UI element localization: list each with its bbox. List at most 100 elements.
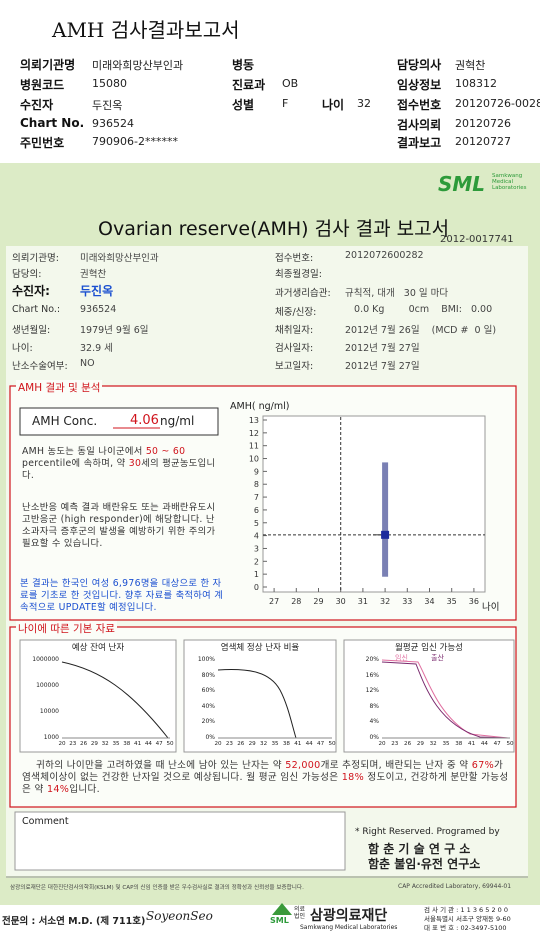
conc-box [19, 407, 219, 436]
y-tick-label: 100% [197, 656, 215, 663]
mini-title: 월평균 임신 가능성 [395, 643, 463, 653]
text: 귀하의 나이만을 고려하였을 때 난소에 남아 있는 난자는 약 [36, 760, 282, 771]
info-value: NO [80, 358, 95, 369]
x-tick-label: 29 [416, 741, 424, 747]
report-number: 2012-0017741 [440, 234, 514, 245]
field-label: 결과보고 [397, 136, 442, 150]
x-tick-label: 33 [402, 597, 412, 606]
info-label: 생년월일: [12, 325, 51, 336]
x-tick-label: 29 [248, 741, 256, 747]
summary: 귀하의 나이만을 고려하였을 때 난소에 남아 있는 난자는 약 52,000개… [22, 760, 512, 796]
legend-entry: 임신 [395, 654, 408, 662]
field-label: 주민번호 [20, 136, 65, 150]
y-tick-label: 1 [254, 570, 259, 579]
info-value: 두진옥 [80, 284, 114, 298]
text: 30 [128, 458, 142, 469]
org-prefix: 의료법인 [294, 906, 306, 920]
y-tick-label: 1000 [43, 734, 59, 741]
x-tick-label: 27 [269, 597, 279, 606]
x-tick-label: 29 [90, 741, 98, 747]
section-heading: AMH 결과 및 분석 [16, 380, 103, 395]
y-tick-label: 5 [254, 519, 259, 528]
text: 50 ~ 60 [145, 446, 186, 457]
info-label: 의뢰기관명: [12, 253, 59, 264]
plot-frame [262, 415, 486, 593]
y-tick-label: 20% [201, 718, 215, 726]
text: 개로 추정되며, 배란되는 난자 중 약 [320, 760, 469, 771]
y-tick-label: 0% [369, 734, 379, 741]
org-english: Samkwang Medical Laboratories [300, 924, 398, 931]
y-tick-label: 8% [369, 702, 379, 710]
comment-label: Comment [22, 816, 69, 827]
info-label: 검사일자: [275, 343, 314, 354]
x-tick-label: 20 [378, 741, 386, 747]
contact-line: 검 사 기 관 : 1 1 3 6 5 2 0 0 [424, 906, 508, 914]
info-value: 2012년 7월 26일 (MCD # 0 일) [345, 325, 497, 336]
y-tick-label: 80% [201, 671, 215, 679]
signature: SoyeonSeo [146, 909, 213, 923]
field-value: 권혁찬 [455, 59, 486, 72]
x-tick-label: 26 [404, 741, 412, 747]
text: 입니다. [69, 784, 100, 795]
info-value: 2012년 7월 27일 [345, 343, 420, 354]
y-tick-label: 12% [365, 687, 379, 695]
info-label: 담당의: [12, 269, 42, 280]
conc-value: 4.06 [130, 413, 159, 428]
x-tick-label: 30 [336, 597, 346, 606]
x-tick-label: 35 [442, 741, 450, 747]
text: 가 염색체이상이 없는 건강한 난자일 것으로 예상됩니다. 월 평균 임신 가… [22, 760, 504, 783]
doctor: 전문의 : 서소연 M.D. (제 711호) [2, 916, 146, 927]
x-tick-label: 32 [429, 741, 437, 747]
x-tick-label: 50 [506, 741, 514, 747]
x-tick-label: 31 [358, 597, 368, 606]
credit: 함춘 불임·유전 연구소 [368, 857, 481, 871]
field-value: OB [282, 77, 299, 90]
text: 52,000 [285, 760, 321, 771]
marker [381, 530, 390, 539]
field-label: 병동 [232, 58, 255, 72]
logo-sub-line: Medical [492, 179, 514, 185]
credit: * Right Reserved. Programed by [355, 827, 500, 837]
info-label: 채취일자: [275, 325, 314, 336]
field-label: Chart No. [20, 116, 85, 130]
mini-chart-frame [183, 639, 337, 753]
field-value: 20120726 [455, 117, 511, 130]
footer-logo: SML [270, 916, 289, 925]
info-label: 접수번호: [275, 253, 314, 264]
info-value: 미래와희망산부인과 [80, 253, 159, 264]
x-tick-label: 44 [480, 741, 488, 747]
info-value: 권혁찬 [80, 269, 107, 280]
y-tick-label: 20% [365, 656, 379, 663]
mini-title: 예상 잔여 난자 [71, 643, 125, 653]
x-tick-label: 32 [260, 741, 268, 747]
info-value: 936524 [80, 304, 117, 315]
field-value: 20120726-00282 [455, 97, 540, 110]
y-tick-label: 4% [369, 718, 379, 726]
paragraph: 난소반응 예측 결과 배란유도 또는 과배란유도시 고반응군 (high res… [22, 502, 216, 549]
field-value: F [282, 97, 289, 110]
x-tick-label: 41 [468, 741, 476, 747]
x-tick-label: 26 [237, 741, 245, 747]
info-label: Chart No.: [12, 304, 61, 315]
org-name: 삼광의료재단 [310, 908, 388, 924]
info-label: 난소수술여부: [12, 361, 68, 372]
y-tick-label: 13 [249, 416, 259, 425]
y-tick-label: 7 [254, 493, 259, 502]
conc-label: AMH Conc. [32, 414, 98, 428]
x-tick-label: 20 [58, 741, 66, 747]
field-label: 임상정보 [397, 78, 442, 92]
x-tick-label: 35 [112, 741, 120, 747]
contact-line: 서울특별시 서초구 양재동 9-60 [424, 915, 511, 923]
y-tick-label: 60% [201, 687, 215, 695]
field-label: 성별 [232, 98, 255, 112]
x-tick-label: 38 [123, 741, 131, 747]
x-tick-label: 50 [166, 741, 174, 747]
info-value: 규칙적, 대개 30 일 마다 [345, 288, 449, 299]
legend-entry: 출산 [431, 654, 444, 662]
info-value: 2012년 7월 27일 [345, 361, 420, 372]
y-tick-label: 0 [254, 583, 259, 592]
y-tick-label: 16% [365, 671, 379, 679]
info-value: 1979년 9월 6일 [80, 325, 149, 336]
report-title: Ovarian reserve(AMH) 검사 결과 보고서 [98, 218, 450, 240]
